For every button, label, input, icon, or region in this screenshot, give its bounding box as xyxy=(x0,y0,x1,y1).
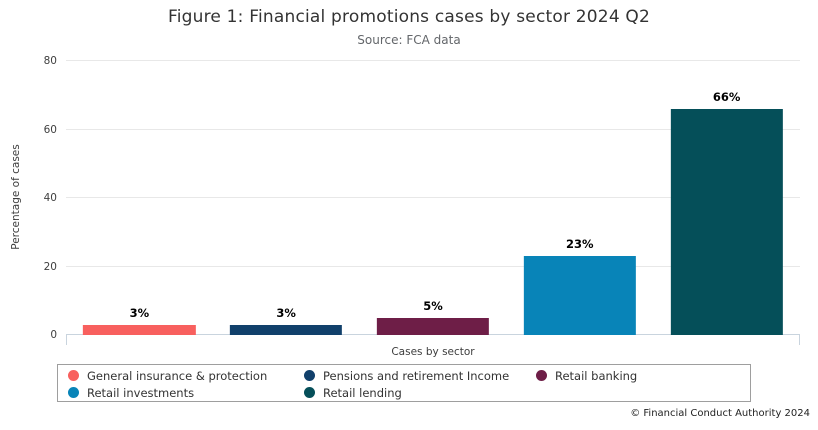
copyright-text: © Financial Conduct Authority 2024 xyxy=(630,408,810,419)
gridline-40 xyxy=(66,197,800,198)
legend-item-retail-lending[interactable]: Retail lending xyxy=(304,386,536,400)
chart-title: Figure 1: Financial promotions cases by … xyxy=(167,7,651,27)
bar-retail-lending[interactable] xyxy=(670,108,783,335)
y-tick-label-20: 20 xyxy=(43,260,57,273)
bar-value-label-retail-banking: 5% xyxy=(423,298,443,313)
bar-pensions-and-retirement-income[interactable] xyxy=(230,324,343,335)
legend-dot-retail-banking xyxy=(536,370,547,381)
bar-value-label-retail-lending: 66% xyxy=(712,89,741,104)
bar-value-label-pensions-and-retirement-income: 3% xyxy=(276,305,296,320)
chart-subtitle: Source: FCA data xyxy=(357,33,461,47)
legend-item-retail-banking[interactable]: Retail banking xyxy=(536,369,750,383)
y-tick-label-40: 40 xyxy=(43,192,57,204)
y-axis-title: Percentage of cases xyxy=(10,144,22,250)
legend-item-retail-investments[interactable]: Retail investments xyxy=(68,386,304,400)
bar-value-label-retail-investments: 23% xyxy=(566,237,594,252)
y-tick-label-80: 80 xyxy=(43,55,57,67)
plot-area: 0 20 40 60 80 3% 3% 5% 23% 66% xyxy=(44,55,800,345)
legend-box: General insurance & protection Pensions a… xyxy=(57,364,751,402)
legend-label-retail-lending: Retail lending xyxy=(323,385,402,400)
legend-label-general-insurance-protection: General insurance & protection xyxy=(87,368,268,383)
bar-retail-banking[interactable] xyxy=(376,317,490,335)
x-axis-left-end-tick xyxy=(66,335,67,345)
legend-dot-retail-lending xyxy=(304,387,315,398)
bar-general-insurance-protection[interactable] xyxy=(83,324,196,335)
y-tick-label-60: 60 xyxy=(43,123,57,136)
gridline-20 xyxy=(66,265,800,267)
bar-value-label-general-insurance-protection: 3% xyxy=(129,305,150,320)
legend-label-retail-investments: Retail investments xyxy=(87,385,195,400)
bar-retail-investments[interactable] xyxy=(523,256,636,335)
gridline-80 xyxy=(66,60,800,61)
legend-dot-retail-investments xyxy=(68,387,79,398)
gridline-60 xyxy=(66,128,800,130)
legend-label-retail-banking: Retail banking xyxy=(555,368,638,383)
legend-dot-general-insurance-protection xyxy=(68,370,79,381)
legend-label-pensions-and-retirement-income: Pensions and retirement Income xyxy=(323,368,510,383)
y-tick-label-0: 0 xyxy=(50,329,57,341)
x-axis-title: Cases by sector xyxy=(391,346,475,358)
x-axis-right-end-tick xyxy=(799,335,800,345)
legend-item-general-insurance-protection[interactable]: General insurance & protection xyxy=(68,369,304,383)
legend-item-pensions-and-retirement-income[interactable]: Pensions and retirement Income xyxy=(304,369,536,383)
legend-dot-pensions-and-retirement-income xyxy=(304,370,315,381)
